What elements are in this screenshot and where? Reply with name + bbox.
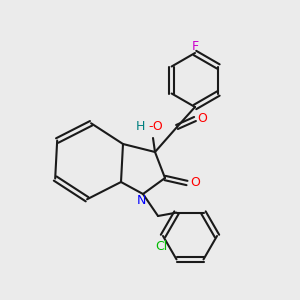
Text: F: F — [191, 40, 199, 52]
Text: Cl: Cl — [155, 239, 167, 253]
Text: -O: -O — [148, 121, 163, 134]
Text: O: O — [190, 176, 200, 190]
Text: N: N — [136, 194, 146, 208]
Text: O: O — [197, 112, 207, 124]
Text: H: H — [136, 121, 145, 134]
